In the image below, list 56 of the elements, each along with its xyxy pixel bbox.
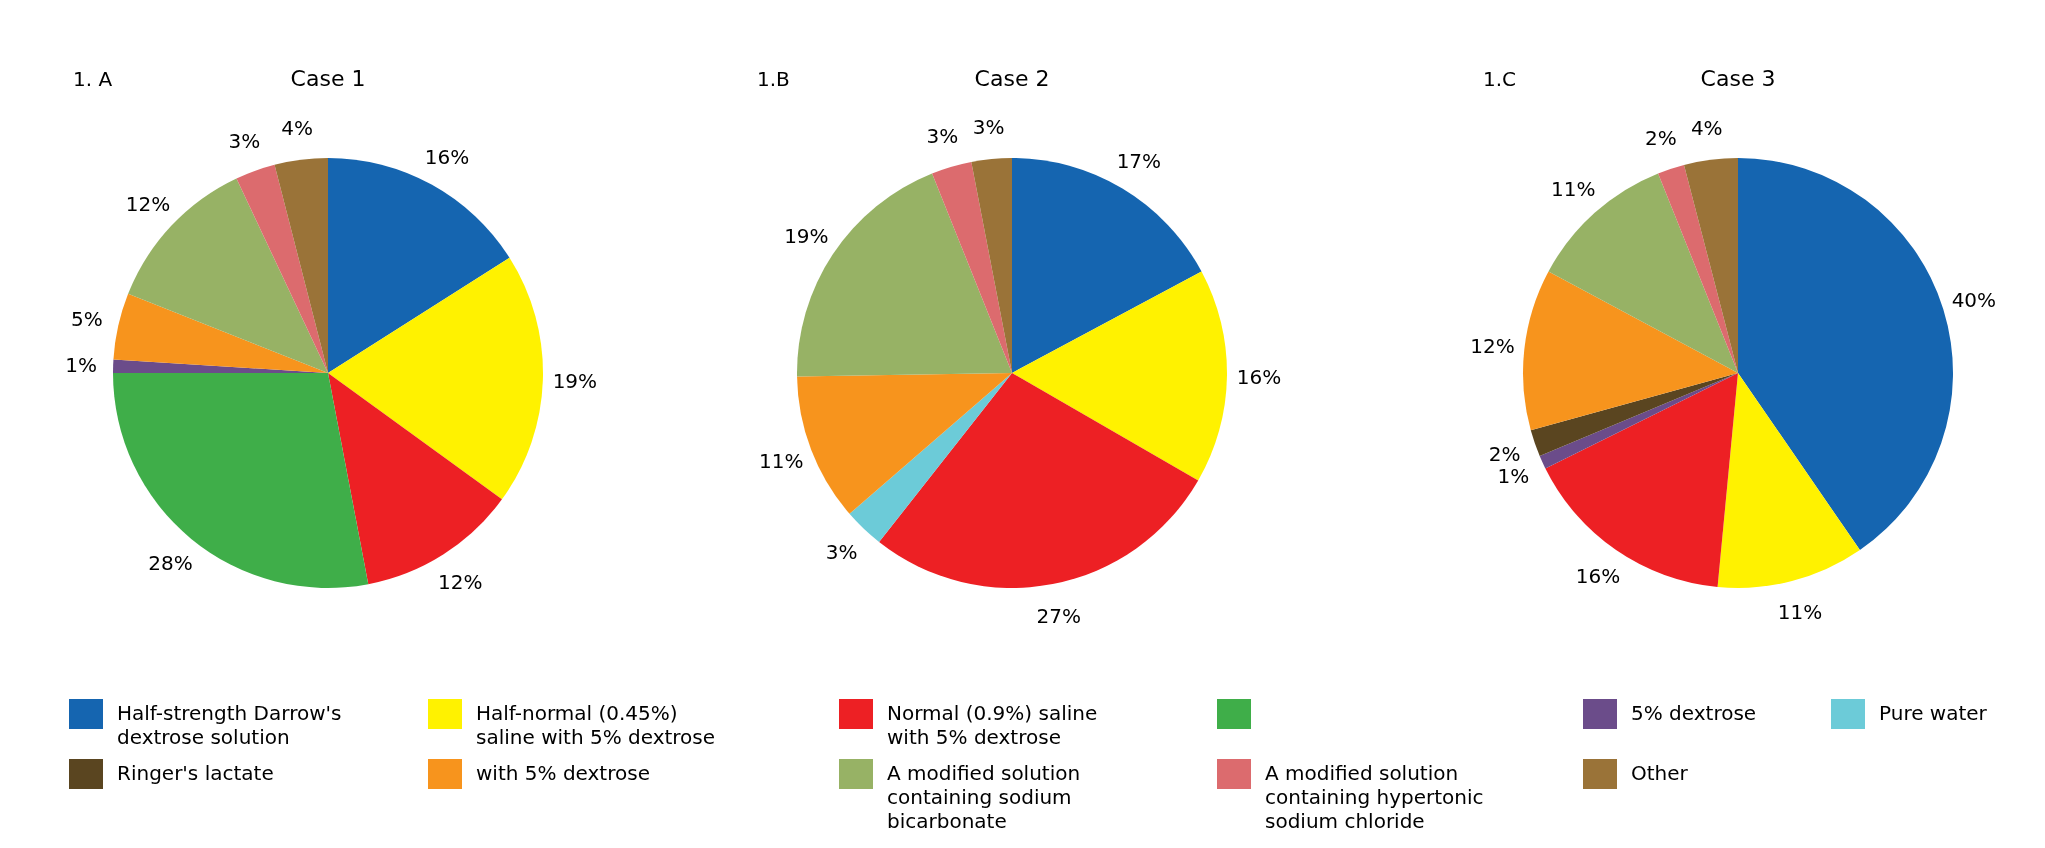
pie-slice: [1545, 373, 1738, 588]
data-label: 27%: [1036, 603, 1081, 628]
data-label: 12%: [1470, 333, 1515, 358]
legend-label: Ringer's lactate: [117, 761, 274, 785]
pie-slice: [1684, 158, 1738, 373]
data-label: 1%: [65, 353, 97, 378]
text: 1.B: [757, 67, 790, 91]
legend-label: Normal (0.9%) saline with 5% dextrose: [887, 701, 1098, 749]
chart-title: Case 2: [974, 66, 1050, 91]
legend-label: A modified solution containing hypertonic sodium chloride: [1265, 761, 1484, 833]
data-label: 19%: [784, 224, 829, 249]
data-label: 28%: [148, 551, 193, 576]
pie-slice: [1548, 173, 1738, 373]
data-label: 4%: [1690, 115, 1723, 140]
legend-label: with 5% dextrose: [476, 761, 650, 785]
data-label: 19%: [552, 368, 598, 393]
pie-slice: [1738, 158, 1953, 551]
data-label: 16%: [1236, 364, 1282, 389]
text: 1. A: [73, 67, 113, 91]
pie-slice: [1539, 373, 1738, 469]
data-label: 11%: [1777, 600, 1823, 625]
data-label: 12%: [125, 191, 171, 216]
pie-slice: [1717, 373, 1860, 588]
pie-slice: [1012, 271, 1227, 481]
data-label: 16%: [424, 144, 470, 169]
data-label: 11%: [1551, 176, 1596, 201]
data-label: 3%: [228, 128, 261, 153]
data-label: 1%: [1497, 463, 1530, 488]
legend-label: Half-normal (0.45%) saline with 5% dextrose: [476, 701, 716, 749]
data-label: 17%: [1116, 149, 1162, 174]
chart-title: Case 3: [1700, 66, 1776, 91]
legend-label: 5% dextrose: [1631, 701, 1757, 725]
data-label: 3%: [825, 539, 858, 564]
pie-slice: [849, 373, 1012, 542]
data-label: 4%: [281, 115, 313, 140]
pie-slice: [1530, 373, 1738, 457]
data-label: 5%: [71, 307, 103, 332]
pie-slice: [879, 373, 1199, 588]
pie-slice: [971, 158, 1012, 373]
legend-label: Pure water: [1879, 701, 1988, 725]
legend-label: Half-strength Darrow's dextrose solution: [117, 701, 342, 749]
data-label: 3%: [972, 115, 1005, 140]
data-label: 2%: [1645, 126, 1677, 151]
pie-slice: [1523, 271, 1738, 431]
data-label: 16%: [1575, 564, 1621, 589]
data-label: 3%: [926, 124, 959, 149]
chart-title: Case 1: [290, 66, 366, 91]
pie-slice: [1658, 164, 1738, 373]
data-label: 40%: [1951, 287, 1997, 312]
data-label: 11%: [759, 449, 804, 474]
legend-label: A modified solution containing sodium bicarbonate: [887, 761, 1081, 833]
data-label: 2%: [1488, 441, 1521, 466]
legend-label: Other: [1631, 761, 1689, 785]
pie-slice: [932, 161, 1012, 373]
text: 1.C: [1483, 67, 1517, 91]
data-label: 12%: [438, 569, 483, 594]
